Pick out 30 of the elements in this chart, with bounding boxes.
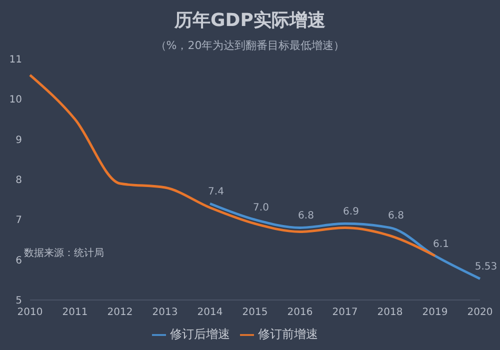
x-tick-label: 2010 (17, 307, 43, 318)
data-label: 5.53 (474, 262, 498, 273)
data-label: 7.0 (253, 202, 269, 214)
x-tick-label: 2015 (242, 307, 268, 318)
chart-subtitle: （%，20年为达到翻番目标最低增速） (154, 38, 346, 53)
x-tick-label: 2016 (287, 307, 313, 318)
data-label: 6.8 (298, 210, 314, 222)
data-label: 7.4 (208, 186, 224, 198)
x-tick-label: 2017 (332, 307, 358, 318)
y-tick-label: 8 (16, 175, 22, 186)
chart-title: 历年GDP实际增速 (173, 9, 326, 32)
x-tick-label: 2018 (377, 307, 403, 318)
y-tick-label: 9 (16, 134, 22, 146)
y-tick-label: 10 (9, 94, 22, 106)
y-tick-label: 7 (16, 215, 22, 226)
data-label: 6.8 (388, 210, 404, 222)
y-tick-label: 11 (9, 54, 22, 66)
legend-label: 修订前增速 (258, 327, 318, 341)
x-tick-label: 2014 (197, 307, 223, 318)
x-tick-label: 2013 (152, 307, 178, 318)
y-tick-label: 6 (16, 255, 22, 266)
x-tick-label: 2012 (107, 307, 133, 318)
data-label: 6.9 (343, 206, 359, 218)
y-tick-label: 5 (16, 296, 22, 307)
annotation: 数据来源：统计局 (24, 246, 104, 260)
x-tick-label: 2011 (62, 307, 88, 318)
x-tick-label: 2020 (467, 307, 493, 318)
x-tick-label: 2019 (422, 307, 448, 318)
legend-label: 修订后增速 (170, 327, 230, 341)
data-label: 6.1 (433, 238, 449, 250)
